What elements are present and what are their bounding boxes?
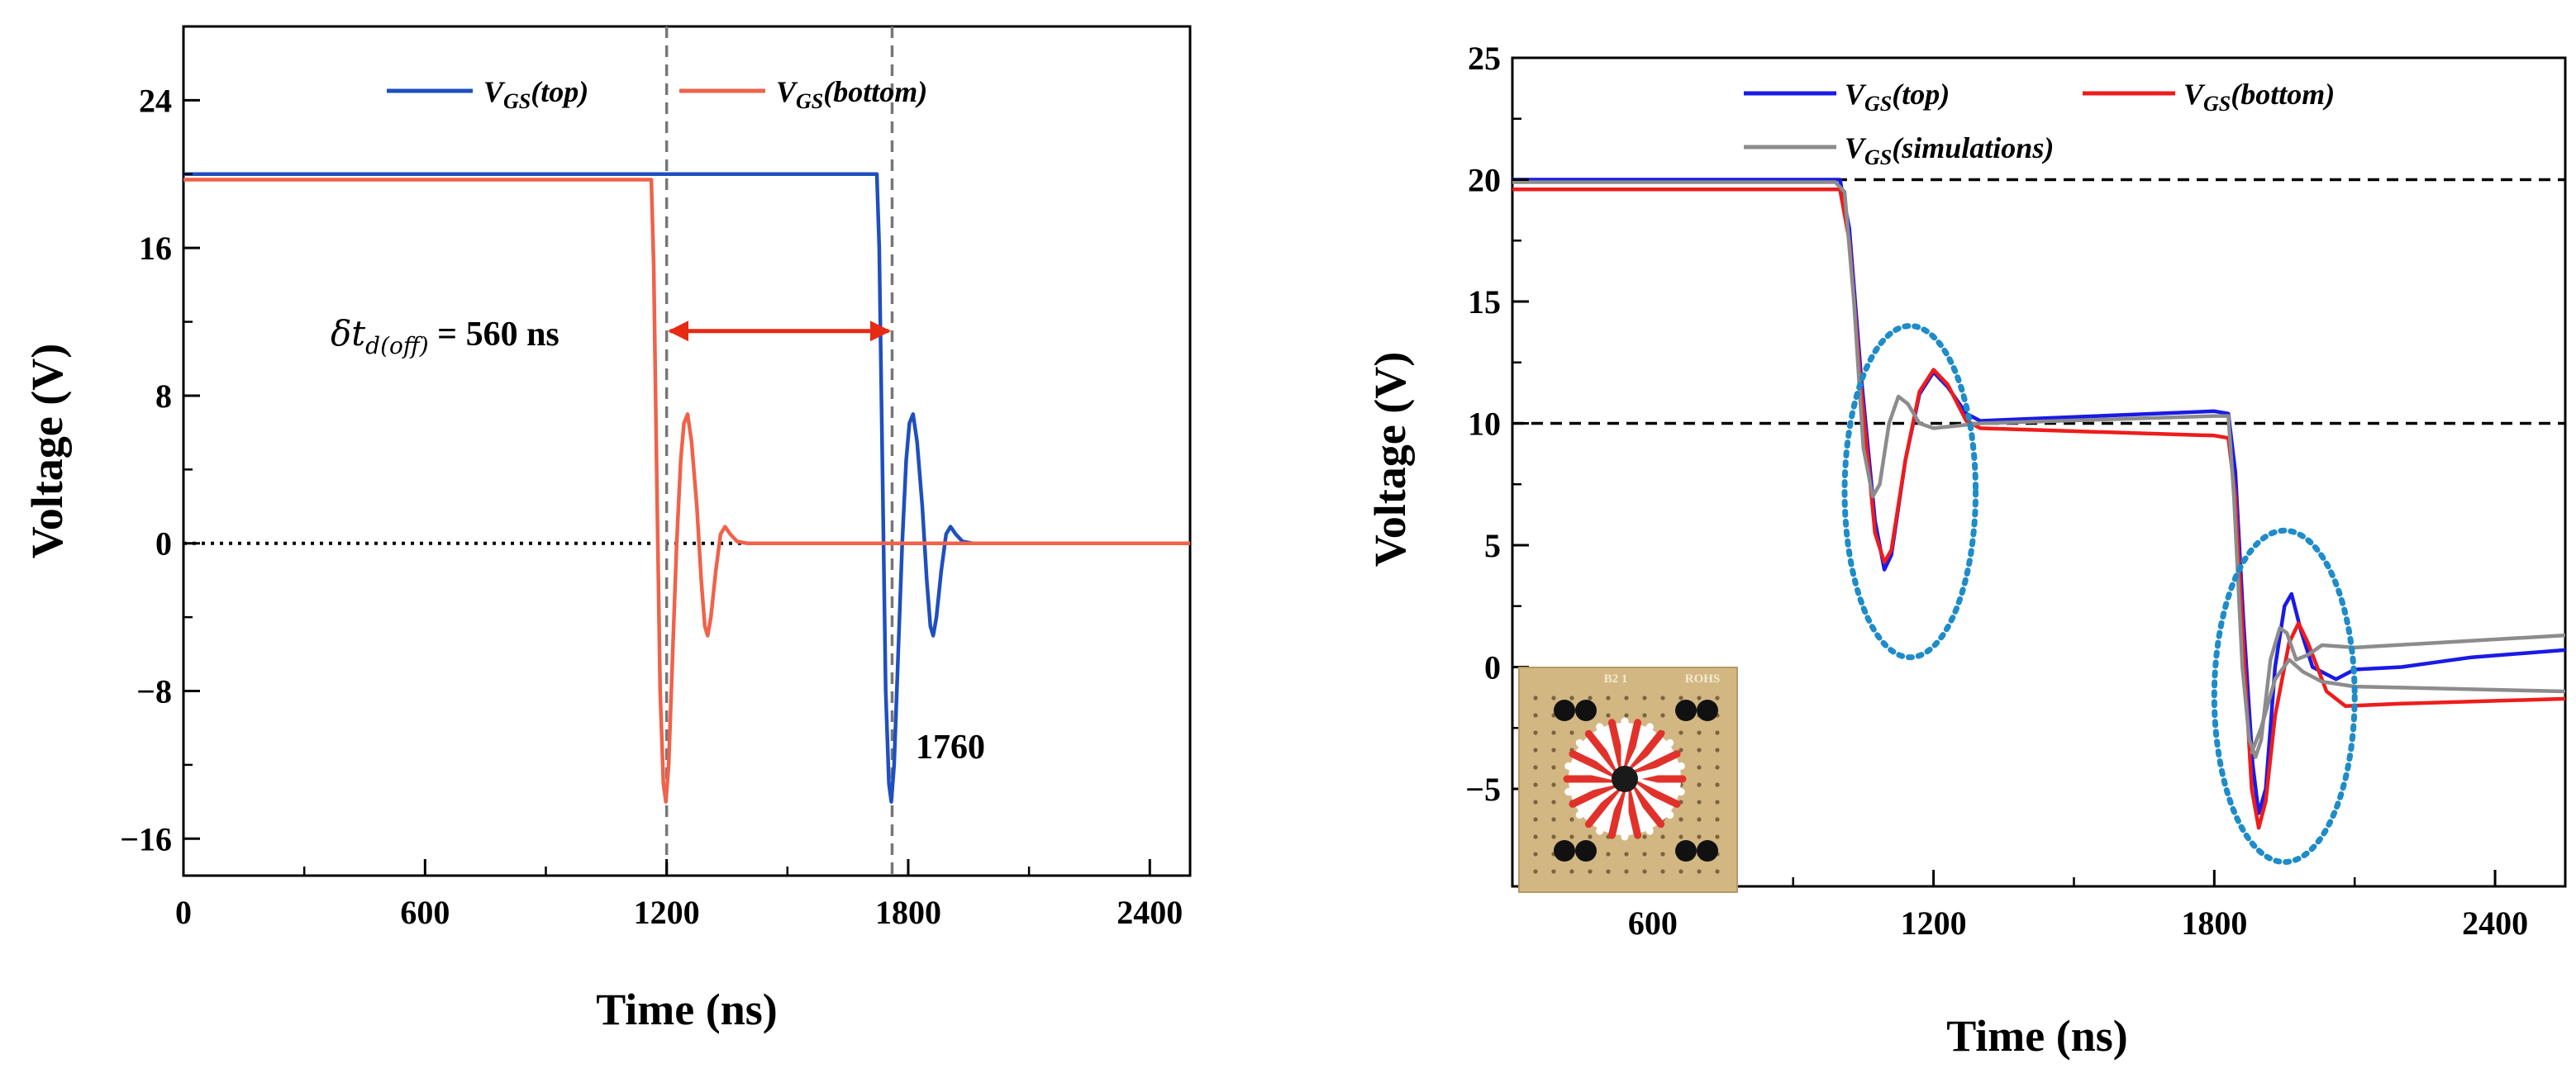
y-tick-label: −8 <box>136 673 172 710</box>
x-tick-label: 1800 <box>875 894 941 931</box>
y-tick-label: 10 <box>1468 406 1501 443</box>
y-tick-label: 25 <box>1468 40 1501 77</box>
x-tick-label: 2400 <box>2462 905 2528 942</box>
y-tick-label: 15 <box>1468 283 1501 321</box>
legend-label-simulations: VGS(simulations) <box>1845 131 2054 169</box>
series-line <box>183 178 1190 804</box>
y-tick-label: 24 <box>139 82 172 119</box>
left-x-axis-title: Time (ns) <box>596 985 778 1034</box>
time-annotation-1760: 1760 <box>916 729 985 767</box>
right-series <box>1512 178 2565 830</box>
x-tick-label: 600 <box>400 894 450 931</box>
left-legend: VGS(top) VGS(bottom) <box>387 75 927 113</box>
x-tick-label: 600 <box>1628 905 1678 942</box>
legend-label-top: VGS(top) <box>1845 78 1950 116</box>
legend-label-bottom: VGS(bottom) <box>776 75 927 113</box>
left-plot-frame <box>182 25 1192 877</box>
series-line <box>1512 180 2565 759</box>
series-line <box>1512 188 2565 830</box>
highlight-ellipse <box>1841 322 1979 661</box>
y-tick-label: 16 <box>139 230 172 267</box>
x-tick-label: 2400 <box>1117 894 1183 931</box>
y-tick-label: −16 <box>120 820 172 857</box>
inset-photo: ROHS B2 1 <box>1518 667 1738 893</box>
legend-label-top: VGS(top) <box>483 75 588 113</box>
y-tick-label: 20 <box>1468 162 1501 199</box>
highlight-ellipse <box>2211 527 2358 866</box>
left-ticks: 0 600 1200 1800 2400 −16 −8 0 8 16 24 <box>120 82 1183 931</box>
left-reference-lines <box>183 26 1190 876</box>
delay-annotation: δtd(off) = 560 ns <box>331 313 559 359</box>
left-y-axis-title: Voltage (V) <box>22 344 72 558</box>
x-tick-label: 1200 <box>1901 905 1967 942</box>
left-chart: 0 600 1200 1800 2400 −16 −8 0 8 16 24 VGS(top) VGS… <box>22 25 1192 1034</box>
x-tick-label: 1800 <box>2181 905 2247 942</box>
y-tick-label: 0 <box>1484 649 1501 686</box>
y-tick-label: 8 <box>155 378 172 415</box>
right-y-axis-title: Voltage (V) <box>1365 352 1415 567</box>
left-series <box>183 172 1190 804</box>
inset-label-board: B2 1 <box>1604 672 1628 686</box>
right-plot-frame <box>1511 56 2567 888</box>
right-reference-lines <box>1512 178 2565 425</box>
right-highlight-ellipses <box>1841 322 2358 866</box>
x-tick-label: 1200 <box>634 894 700 931</box>
right-ticks: 600 1200 1800 2400 −5 0 5 10 15 20 25 <box>1465 40 2528 942</box>
toroid-icon <box>1554 700 1718 862</box>
right-legend: VGS(top) VGS(bottom) VGS(simulations) <box>1744 78 2335 169</box>
series-line <box>183 172 1190 804</box>
x-tick-label: 0 <box>175 894 192 931</box>
legend-label-bottom: VGS(bottom) <box>2183 78 2335 116</box>
series-line <box>2250 658 2565 755</box>
y-tick-label: 0 <box>155 525 172 563</box>
inset-label-rohs: ROHS <box>1685 672 1721 686</box>
y-tick-label: −5 <box>1465 771 1501 808</box>
right-chart: 600 1200 1800 2400 −5 0 5 10 15 20 25 VGS(top) VGS… <box>1365 40 2567 1061</box>
y-tick-label: 5 <box>1484 527 1501 564</box>
right-x-axis-title: Time (ns) <box>1946 1011 2128 1061</box>
